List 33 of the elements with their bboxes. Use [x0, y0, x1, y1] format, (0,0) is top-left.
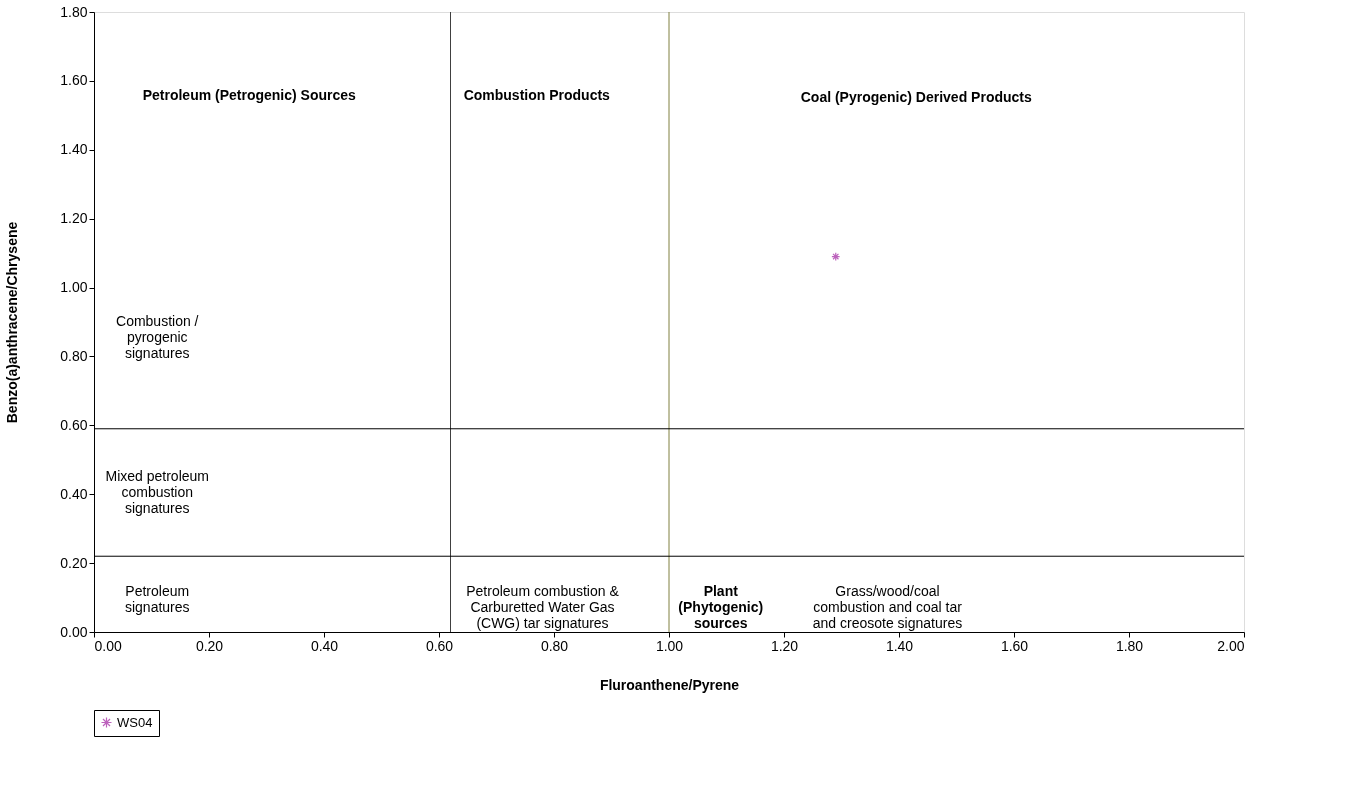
x-tick-label: 1.60	[1000, 637, 1029, 654]
x-tick-label: 0.20	[195, 637, 224, 654]
y-tick-label: 1.80	[60, 3, 88, 20]
y-tick-label: 1.00	[60, 279, 88, 296]
annotation: Petroleum (Petrogenic) Sources	[142, 87, 357, 104]
x-tick-label: 2.00	[1217, 637, 1245, 654]
annotation: Petroleum combustion & Carburetted Water Gas (CWG) tar signatures	[466, 583, 620, 632]
annotation: Petroleum signatures	[124, 583, 190, 616]
annotation: Combustion Products	[463, 87, 611, 104]
y-tick-label: 0.80	[60, 347, 88, 364]
legend-label: WS04	[117, 714, 153, 730]
y-tick-label: 0.00	[60, 623, 88, 640]
x-tick-label: 0.80	[540, 637, 569, 654]
y-tick-label: 1.60	[60, 72, 88, 89]
annotation: Combustion / pyrogenic signatures	[116, 313, 199, 361]
y-tick-label: 0.20	[60, 554, 88, 571]
x-tick-label: 1.40	[885, 637, 914, 654]
annotation: Coal (Pyrogenic) Derived Products	[800, 89, 1032, 106]
x-tick-label: 0.60	[425, 637, 454, 654]
annotation: Mixed petroleum combustion signatures	[105, 468, 209, 516]
annotation: Grass/wood/coal combustion and coal tar and creosote signatures	[812, 583, 963, 632]
x-axis-title: Fluroanthene/Pyrene	[599, 676, 740, 693]
x-tick-label: 0.40	[310, 637, 339, 654]
x-tick-label: 0.00	[94, 637, 122, 654]
x-tick-label: 1.20	[770, 637, 799, 654]
y-tick-label: 1.20	[60, 210, 88, 227]
x-tick-label: 1.00	[655, 637, 684, 654]
y-axis-title: Benzo(a)anthracene/Chrysene	[4, 221, 21, 424]
x-tick-label: 1.80	[1115, 637, 1144, 654]
y-tick-label: 1.40	[60, 141, 88, 158]
y-tick-label: 0.40	[60, 485, 88, 502]
y-tick-label: 0.60	[60, 416, 88, 433]
annotation: Plant (Phytogenic) sources	[678, 583, 764, 632]
